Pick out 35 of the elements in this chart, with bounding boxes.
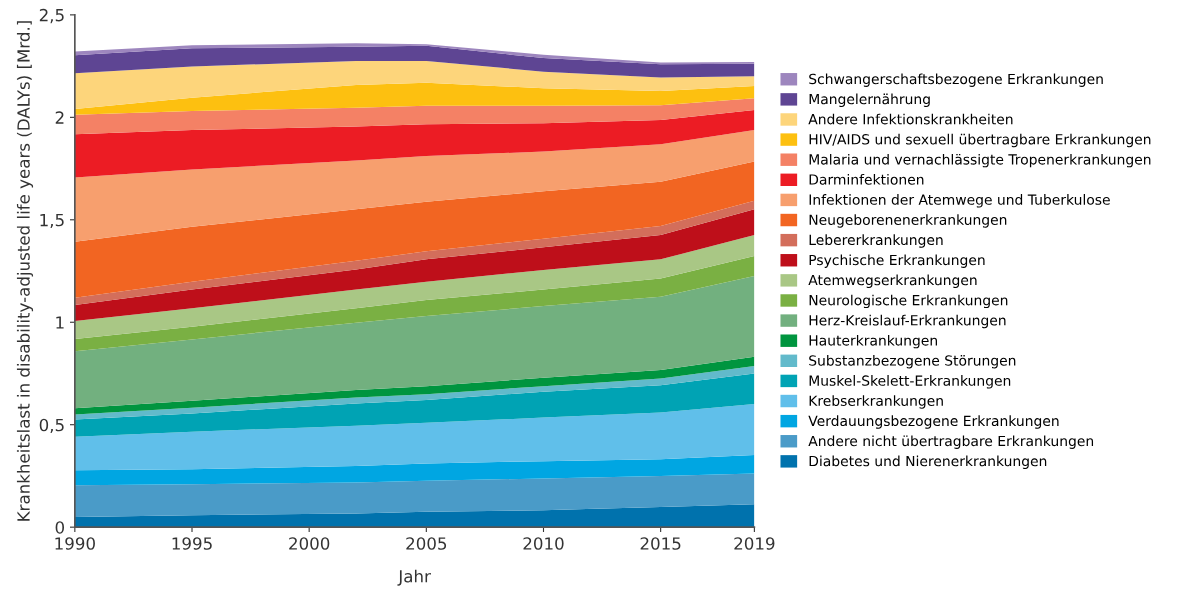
y-tick-label: 2,5: [39, 8, 64, 24]
legend-label: HIV/AIDS und sexuell übertragbare Erkrankungen: [809, 133, 1151, 148]
y-tick-label: 2: [55, 111, 64, 124]
legend-label: Substanzbezogene Störungen: [809, 355, 1016, 369]
x-tick-label: 2000: [289, 537, 330, 550]
y-tick-label: 0: [55, 521, 65, 534]
legend-label: Diabetes und Nierenerkrankungen: [809, 455, 1047, 469]
legend-label: Muskel-Skelett-Erkrankungen: [809, 375, 1011, 389]
y-axis-title: Krankheitslast in disability-adjusted life years (DALYs) [Mrd.]: [16, 21, 34, 521]
legend-label: Darminfektionen: [809, 174, 924, 185]
legend-label: Hauterkrankungen: [809, 334, 937, 349]
x-tick-label: 1990: [55, 537, 95, 550]
legend-label: Schwangerschaftsbezogene Erkrankungen: [809, 73, 1103, 87]
legend-label: Herz-Kreislauf-Erkrankungen: [809, 314, 1006, 329]
y-tick-label: 1,5: [40, 213, 64, 229]
legend-label: Andere nicht übertragbare Erkrankungen: [808, 435, 1094, 449]
legend-label: Infektionen der Atemwege und Tuberkulose: [809, 194, 1110, 208]
legend-label: Andere Infektionskrankheiten: [808, 113, 1013, 125]
x-axis-title: Jahr: [397, 569, 431, 586]
x-tick-label: 2010: [523, 537, 564, 550]
legend-label: Verdauungsbezogene Erkrankungen: [808, 415, 1059, 429]
x-tick-label: 2015: [640, 537, 681, 550]
y-tick-label: 0,5: [39, 418, 64, 433]
y-tick-label: 1: [56, 316, 64, 329]
x-tick-label: 2019: [734, 537, 775, 550]
legend-label: Neugeborenenerkrankungen: [809, 214, 1007, 228]
x-tick-label: 2005: [406, 537, 447, 550]
legend-label: Psychische Erkrankungen: [809, 254, 985, 268]
legend-label: Krebserkrankungen: [809, 395, 943, 409]
legend-label: Mangelernährung: [809, 93, 930, 108]
x-tick-label: 1995: [172, 537, 212, 550]
legend-label: Lebererkrankungen: [809, 234, 943, 248]
legend-label: Neurologische Erkrankungen: [809, 294, 1008, 309]
legend-label: Malaria und vernachlässigte Tropenerkrankungen: [809, 153, 1151, 168]
legend-label: Atemwegserkrankungen: [808, 274, 977, 289]
